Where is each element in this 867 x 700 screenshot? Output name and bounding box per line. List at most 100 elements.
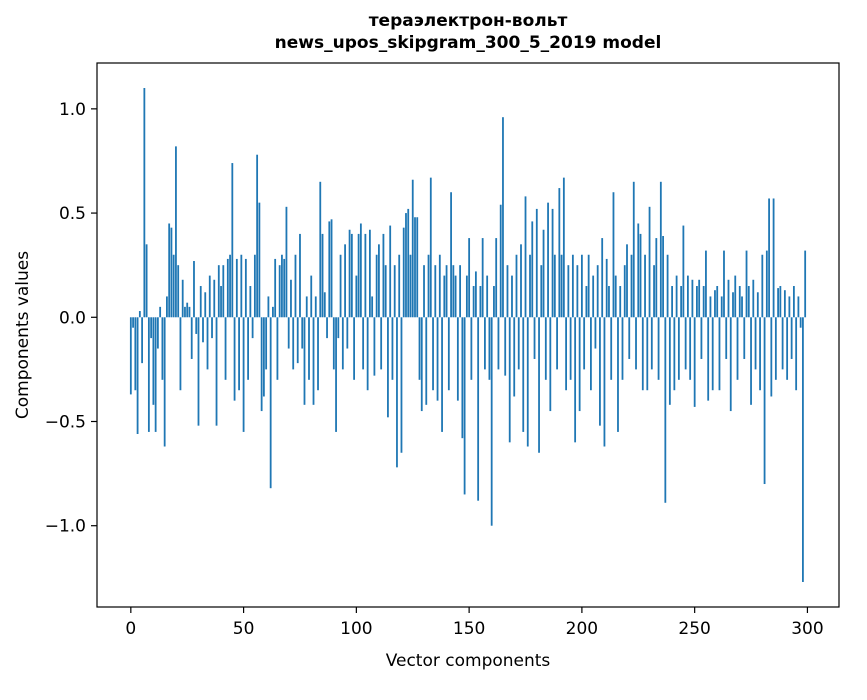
bar <box>303 317 306 405</box>
bar <box>619 286 622 318</box>
bar <box>166 296 168 318</box>
x-tick-label: 200 <box>566 619 598 639</box>
bar <box>276 317 279 380</box>
bar <box>479 286 482 318</box>
bar <box>535 208 538 318</box>
bar <box>222 265 225 318</box>
bar <box>490 317 493 526</box>
bar <box>389 225 392 318</box>
bar <box>495 238 498 318</box>
bar <box>357 233 360 318</box>
x-tick-label: 50 <box>233 619 255 639</box>
bar <box>574 317 577 443</box>
bar <box>513 317 516 397</box>
bar <box>477 317 480 501</box>
bar <box>657 317 660 380</box>
plot-area-frame <box>96 62 840 608</box>
bar <box>145 244 148 318</box>
bar <box>319 181 322 318</box>
bar <box>668 317 671 405</box>
bar <box>294 254 297 318</box>
bar <box>256 154 259 318</box>
bar <box>626 244 628 318</box>
x-tick-label: 300 <box>791 619 823 639</box>
bar <box>763 317 766 485</box>
bar <box>504 317 507 376</box>
bar <box>571 254 574 318</box>
bar <box>224 317 227 380</box>
bar <box>310 275 313 318</box>
bar <box>450 192 452 318</box>
bar <box>761 254 764 318</box>
bar <box>184 306 186 318</box>
bar <box>630 254 633 318</box>
bar <box>244 258 247 318</box>
bar <box>698 279 701 318</box>
bar <box>242 317 245 432</box>
bar <box>799 317 802 328</box>
y-tick-label: −1.0 <box>45 517 86 537</box>
bar <box>456 317 459 401</box>
bar <box>608 286 610 318</box>
bar <box>366 317 369 391</box>
bar <box>188 306 191 318</box>
bar <box>745 250 748 318</box>
bar <box>348 229 351 318</box>
bar <box>391 317 394 380</box>
bar <box>696 286 698 318</box>
bar <box>459 265 461 318</box>
bar <box>152 317 155 405</box>
bar <box>770 317 773 397</box>
x-tick-label: 150 <box>453 619 485 639</box>
bar <box>339 254 342 318</box>
bar <box>493 286 495 318</box>
bar <box>689 317 692 380</box>
bar <box>524 196 527 318</box>
bar <box>323 292 326 318</box>
bar <box>603 317 606 447</box>
bar <box>497 317 500 370</box>
bar <box>705 250 707 318</box>
bar <box>752 279 755 318</box>
bar <box>700 317 703 359</box>
bar <box>653 265 655 318</box>
x-tick-label: 100 <box>340 619 372 639</box>
bar <box>711 317 714 391</box>
bar <box>594 317 597 349</box>
bar <box>585 286 588 318</box>
chart-subtitle: news_upos_skipgram_300_5_2019 model <box>275 33 662 53</box>
bar <box>797 296 800 318</box>
bar <box>172 254 175 318</box>
bar <box>484 317 486 370</box>
bar <box>247 317 249 380</box>
bar <box>673 317 676 391</box>
bar <box>299 233 301 318</box>
bars-group <box>129 88 807 582</box>
bar <box>136 317 139 434</box>
bar <box>143 88 146 318</box>
bar <box>195 317 198 334</box>
bar <box>508 317 511 443</box>
bar <box>569 317 572 380</box>
bar <box>314 296 317 318</box>
bar <box>235 258 238 318</box>
bar <box>262 317 265 397</box>
bar <box>233 317 236 401</box>
y-tick-label: −0.5 <box>45 412 86 432</box>
bar <box>560 254 563 318</box>
bar <box>407 208 410 318</box>
bar <box>553 254 556 318</box>
bar <box>364 233 367 318</box>
bar <box>402 227 405 318</box>
bar <box>734 275 737 318</box>
bar <box>375 254 378 318</box>
bar <box>637 223 640 318</box>
bar <box>393 265 396 318</box>
bar <box>213 279 216 318</box>
bar <box>179 317 182 391</box>
bar <box>326 317 328 339</box>
bar <box>208 275 211 318</box>
bar <box>454 275 457 318</box>
bar <box>723 250 725 318</box>
bar <box>443 275 446 318</box>
